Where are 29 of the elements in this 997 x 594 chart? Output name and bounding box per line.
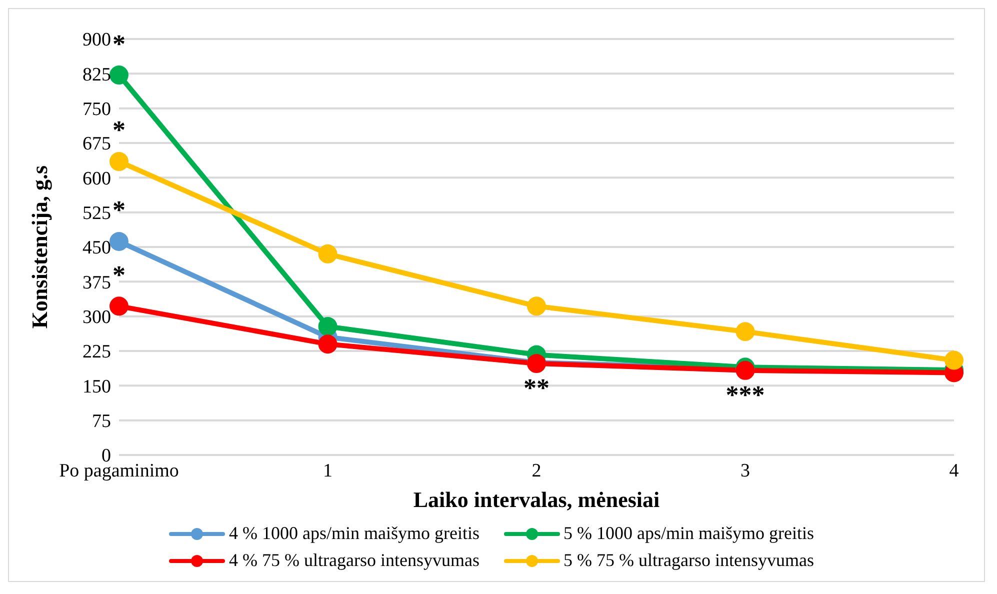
y-tick-label: 375 xyxy=(82,272,111,294)
y-axis-title: Konsistencija, g.s xyxy=(26,164,52,329)
y-tick-label: 900 xyxy=(82,30,111,51)
annotation: *** xyxy=(726,380,765,410)
x-axis-title: Laiko intervalas, mėnesiai xyxy=(413,487,660,512)
annotation: * xyxy=(112,196,126,225)
annotation: * xyxy=(112,260,126,290)
x-tick-label: 1 xyxy=(323,460,332,482)
y-tick-label: 525 xyxy=(82,203,111,224)
y-tick-label: 600 xyxy=(82,168,111,190)
x-tick-label: 4 xyxy=(949,460,960,482)
y-tick-label: 0 xyxy=(102,446,111,467)
y-tick-label: 300 xyxy=(82,307,111,328)
legend-label: 4 % 75 % ultragarso intensyvumas xyxy=(229,550,480,571)
annotation: * xyxy=(112,29,126,58)
y-tick-label: 75 xyxy=(92,411,111,432)
legend-label: 5 % 1000 aps/min maišymo greitis xyxy=(564,523,814,544)
y-tick-label: 225 xyxy=(82,342,111,363)
legend-label: 4 % 1000 aps/min maišymo greitis xyxy=(229,523,480,544)
legend-label: 5 % 75 % ultragarso intensyvumas xyxy=(564,550,814,571)
y-tick-label: 750 xyxy=(82,99,111,120)
y-tick-label: 825 xyxy=(82,64,111,86)
y-tick-label: 150 xyxy=(82,376,111,398)
x-tick-label: 2 xyxy=(532,460,542,482)
x-tick-label: 3 xyxy=(740,460,750,482)
annotation: * xyxy=(112,116,126,145)
annotation: ** xyxy=(524,374,550,403)
y-tick-label: 450 xyxy=(82,238,111,259)
y-tick-label: 675 xyxy=(82,134,111,155)
